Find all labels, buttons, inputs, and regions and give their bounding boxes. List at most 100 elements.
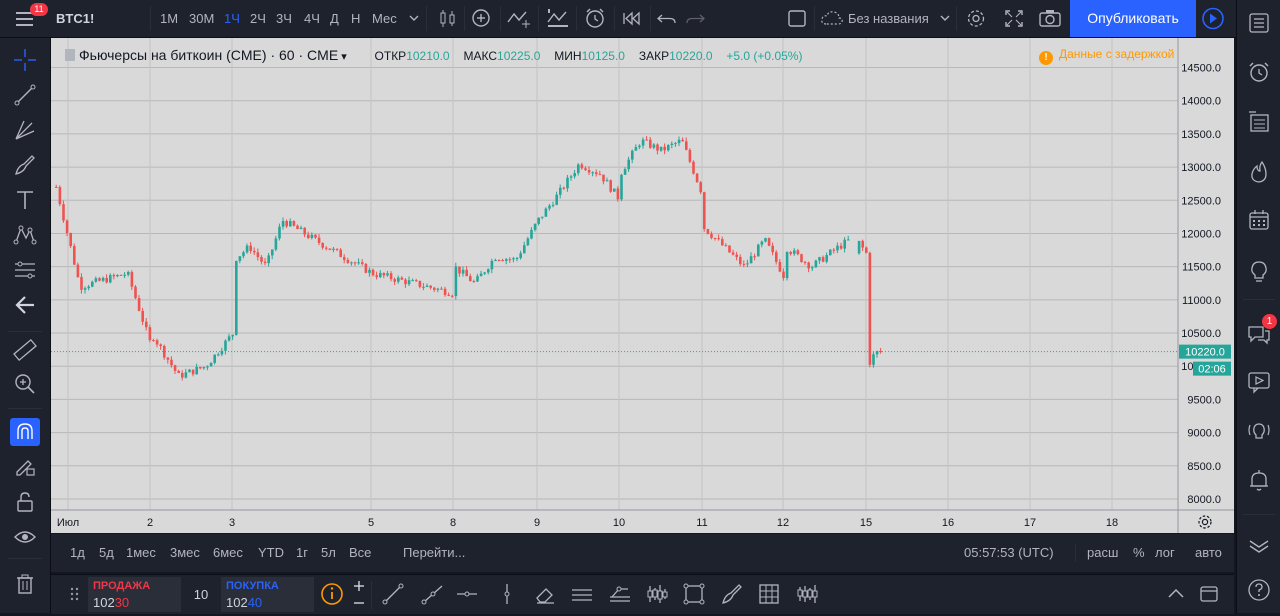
chart-style-button[interactable] <box>434 0 462 37</box>
trend-line-tool[interactable] <box>10 81 40 109</box>
interval-label[interactable]: 60 <box>279 47 295 63</box>
range-2[interactable]: 1мес <box>126 545 156 560</box>
alert-button[interactable] <box>580 0 610 37</box>
interval-6[interactable]: Д <box>330 11 339 26</box>
price-chart[interactable]: 14500.0 14000.0 13500.0 13000.0 12500.0 12000… <box>51 38 1234 533</box>
decrease-quantity-button[interactable] <box>350 595 368 611</box>
layout-dropdown-button[interactable] <box>938 0 952 37</box>
clock-display[interactable]: 05:57:53 (UTC) <box>964 545 1054 560</box>
interval-5[interactable]: 4Ч <box>304 11 320 26</box>
symbol-search-button[interactable]: BTC1! <box>56 11 95 26</box>
pattern-tool[interactable] <box>10 221 40 249</box>
range-5[interactable]: YTD <box>258 545 284 560</box>
symbol-title[interactable]: Фьючерсы на биткоин (CME) <box>79 47 267 63</box>
range-4[interactable]: 6мес <box>213 545 243 560</box>
sell-button[interactable]: ПРОДАЖА 10230 <box>88 577 181 612</box>
measure-tool[interactable] <box>10 336 40 364</box>
back-button[interactable] <box>10 291 40 319</box>
fullscreen-button[interactable] <box>1000 0 1028 37</box>
delay-notice[interactable]: ! Данные с задержкой <box>1039 47 1174 65</box>
range-6[interactable]: 1г <box>296 545 308 560</box>
watchlist-button[interactable] <box>1245 9 1273 37</box>
quick-grid-tool[interactable] <box>754 580 784 608</box>
quick-horizontal-line-tool[interactable] <box>452 580 482 608</box>
auto-scale-toggle[interactable]: авто <box>1195 545 1222 560</box>
lock-drawings-tool[interactable] <box>10 488 40 516</box>
fib-tool[interactable] <box>10 116 40 144</box>
interval-dropdown-button[interactable] <box>404 0 424 37</box>
notifications-button[interactable] <box>1245 466 1273 494</box>
range-3[interactable]: 3мес <box>170 545 200 560</box>
indicators-button[interactable] <box>504 0 534 37</box>
goto-date-button[interactable]: Перейти... <box>403 545 466 560</box>
quick-parallel-channel-tool[interactable] <box>567 580 597 608</box>
data-window-button[interactable] <box>1245 108 1273 136</box>
collapse-panel-button[interactable] <box>1161 580 1191 608</box>
interval-4[interactable]: 3Ч <box>276 11 292 26</box>
chevron-down-icon[interactable]: ▾ <box>338 51 347 63</box>
stay-in-drawing-tool[interactable] <box>10 452 40 480</box>
order-info-button[interactable] <box>317 580 347 608</box>
extended-hours-toggle[interactable]: расш <box>1087 545 1119 560</box>
settings-button[interactable] <box>962 0 990 37</box>
range-1[interactable]: 5д <box>99 545 114 560</box>
percent-scale-toggle[interactable]: % <box>1133 545 1145 560</box>
interval-2[interactable]: 1Ч <box>224 11 240 26</box>
cloud-save-button[interactable] <box>818 0 846 37</box>
interval-7[interactable]: Н <box>351 11 361 26</box>
range-7[interactable]: 5л <box>321 545 336 560</box>
chart-pane[interactable]: 14500.0 14000.0 13500.0 13000.0 12500.0 12000… <box>51 38 1234 533</box>
hide-drawings-tool[interactable] <box>10 523 40 551</box>
prediction-tool[interactable] <box>10 256 40 284</box>
drag-handle-icon[interactable] <box>69 587 81 603</box>
brush-tool[interactable] <box>10 151 40 179</box>
quick-eraser-tool[interactable] <box>530 580 560 608</box>
quick-candles-tool[interactable] <box>642 580 672 608</box>
interval-3[interactable]: 2Ч <box>250 11 266 26</box>
zoom-tool[interactable] <box>10 370 40 398</box>
range-0[interactable]: 1д <box>70 545 85 560</box>
magnet-tool[interactable] <box>10 418 40 446</box>
calendar-button[interactable] <box>1245 206 1273 234</box>
signals-button[interactable] <box>1245 416 1273 444</box>
exchange-label[interactable]: CME <box>307 47 339 63</box>
quick-rectangle-tool[interactable] <box>679 580 709 608</box>
replay-button[interactable] <box>618 0 646 37</box>
interval-1[interactable]: 30М <box>189 11 215 26</box>
quick-volume-profile-tool[interactable] <box>792 580 822 608</box>
text-tool[interactable] <box>10 186 40 214</box>
quick-vertical-line-tool[interactable] <box>492 580 522 608</box>
streams-button[interactable] <box>1245 368 1273 396</box>
range-8[interactable]: Все <box>349 545 372 560</box>
quick-ray-tool[interactable] <box>417 580 447 608</box>
log-scale-toggle[interactable]: лог <box>1155 545 1175 560</box>
publish-button[interactable]: Опубликовать <box>1070 0 1196 37</box>
chats-button[interactable] <box>1245 320 1273 348</box>
quantity-field[interactable]: 10 <box>193 587 209 602</box>
interval-8[interactable]: Мес <box>372 11 397 26</box>
fullscreen-chart-button[interactable] <box>784 0 810 37</box>
buy-button[interactable]: ПОКУПКА 10240 <box>221 577 314 612</box>
increase-quantity-button[interactable] <box>350 578 368 594</box>
redo-button[interactable] <box>682 0 708 37</box>
quick-fib-channel-tool[interactable] <box>605 580 635 608</box>
hotlists-button[interactable] <box>1245 158 1273 186</box>
maximize-panel-button[interactable] <box>1194 580 1224 608</box>
quick-trend-line-tool[interactable] <box>378 580 408 608</box>
main-menu-button[interactable] <box>8 0 42 37</box>
alerts-button[interactable] <box>1245 58 1273 86</box>
quick-brush-tool[interactable] <box>717 580 747 608</box>
help-button[interactable] <box>1245 576 1273 604</box>
undo-button[interactable] <box>654 0 680 37</box>
time-axis[interactable]: Июл 2 3 5 8 9 10 11 12 15 16 17 18 <box>57 517 1118 529</box>
templates-button[interactable] <box>543 0 573 37</box>
ideas-button[interactable] <box>1245 257 1273 285</box>
collapse-sidebar-button[interactable] <box>1245 530 1273 558</box>
price-axis[interactable]: 14500.0 14000.0 13500.0 13000.0 12500.0 12000… <box>1181 63 1221 507</box>
layout-name[interactable]: Без названия <box>848 11 929 26</box>
remove-drawings-tool[interactable] <box>10 570 40 598</box>
time-axis-settings-button[interactable] <box>1179 511 1234 533</box>
interval-0[interactable]: 1М <box>160 11 179 26</box>
snapshot-button[interactable] <box>1036 0 1064 37</box>
compare-button[interactable] <box>467 0 495 37</box>
